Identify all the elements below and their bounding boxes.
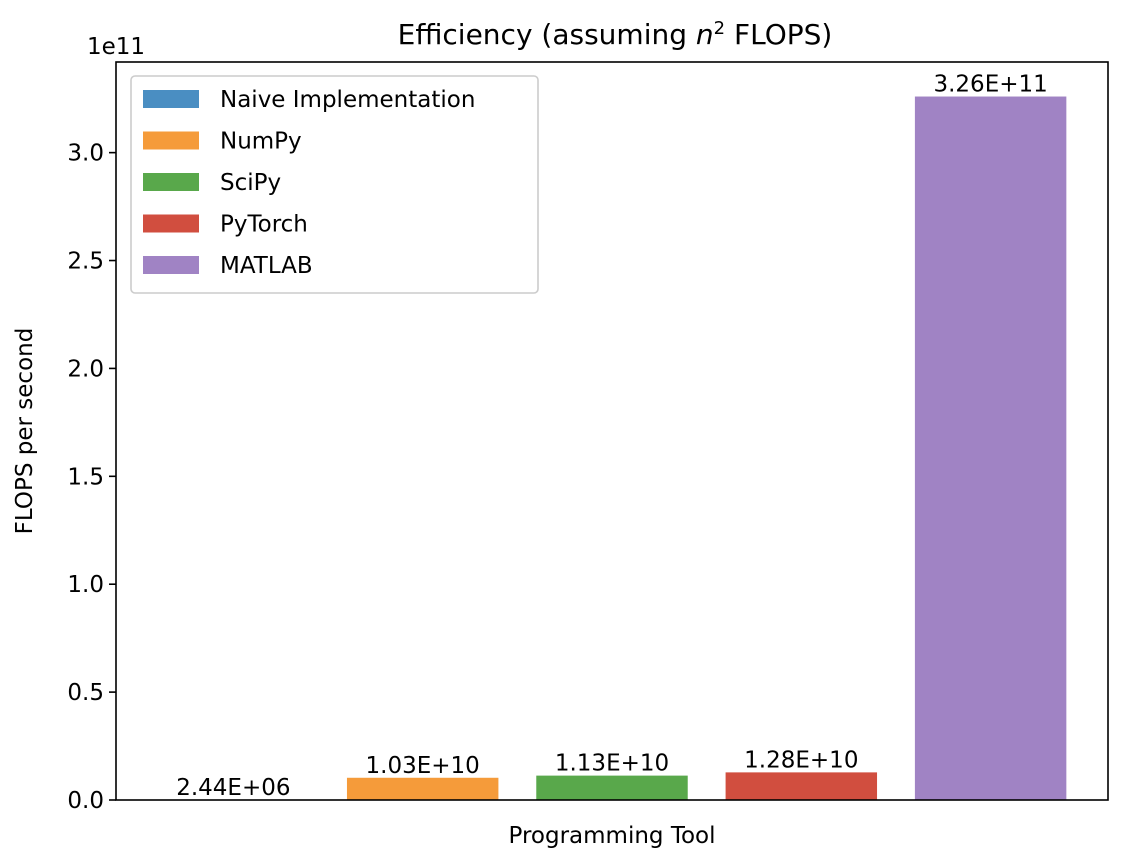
bar-value-label: 3.26E+11 xyxy=(933,72,1047,98)
legend-label: MATLAB xyxy=(220,253,313,279)
bar-value-label: 1.03E+10 xyxy=(366,753,480,779)
chart-title-lead: Efficiency (assuming xyxy=(398,18,696,51)
bar-value-label: 1.28E+10 xyxy=(744,747,858,773)
legend-swatch xyxy=(143,90,199,108)
legend-label: NumPy xyxy=(220,129,302,155)
y-tick-label: 0.5 xyxy=(67,680,104,706)
legend-swatch xyxy=(143,173,199,191)
plot-frame xyxy=(115,61,1109,801)
chart-title-tail: FLOPS) xyxy=(725,18,832,51)
bar-pytorch xyxy=(725,772,878,800)
legend-label: SciPy xyxy=(220,170,281,196)
legend-swatch xyxy=(143,256,199,274)
legend-box xyxy=(130,75,539,294)
bar-value-label: 1.13E+10 xyxy=(555,751,669,777)
y-tick-label: 3.0 xyxy=(67,141,104,167)
bar-numpy xyxy=(346,777,499,800)
x-axis-label: Programming Tool xyxy=(509,823,716,849)
legend-swatch xyxy=(143,214,199,233)
legend: Naive Implementation NumPy SciPy PyTorch MAT… xyxy=(130,75,539,294)
y-axis-offset-label: 1e11 xyxy=(87,34,145,60)
bar-matlab xyxy=(914,96,1067,801)
chart-title-variable: n xyxy=(696,18,714,51)
bar-scipy xyxy=(536,775,688,800)
y-tick-label: 2.0 xyxy=(67,356,104,382)
bar-labels-layer: 2.44E+06 1.03E+10 1.13E+10 1.28E+10 3.26E+11 xyxy=(176,72,1048,801)
y-tick-label: 0.0 xyxy=(67,788,104,814)
y-axis: 0.0 0.5 1.0 1.5 2.0 2.5 3.0 xyxy=(67,141,116,814)
chart-title: Efficiency (assuming n2 FLOPS) xyxy=(398,18,833,52)
legend-label: PyTorch xyxy=(220,212,308,238)
chart-title-superscript: 2 xyxy=(714,18,725,39)
y-tick-label: 1.5 xyxy=(67,464,104,490)
y-tick-label: 1.0 xyxy=(67,572,104,598)
legend-label: Naive Implementation xyxy=(220,87,475,113)
legend-swatch xyxy=(143,131,199,150)
bar-value-label: 2.44E+06 xyxy=(176,775,290,801)
y-tick-label: 2.5 xyxy=(67,249,104,275)
y-axis-label: FLOPS per second xyxy=(12,328,38,535)
legend-items: Naive Implementation NumPy SciPy PyTorch MAT… xyxy=(143,87,475,279)
bars-layer xyxy=(157,96,1067,801)
